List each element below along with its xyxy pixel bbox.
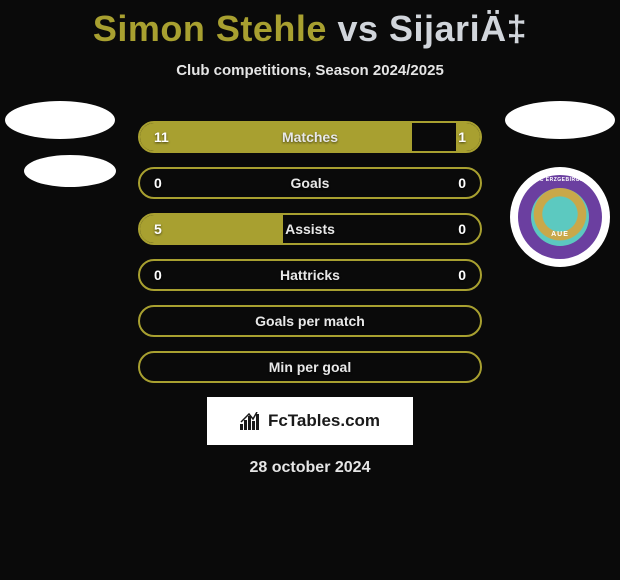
player2-side: AUE FC ERZGEBIRGE	[500, 121, 620, 267]
player1-avatar-placeholder	[5, 101, 115, 139]
stat-row: Min per goal	[138, 351, 482, 383]
subtitle: Club competitions, Season 2024/2025	[0, 62, 620, 79]
crest-text-top: FC ERZGEBIRGE	[536, 177, 584, 183]
player2-avatar-placeholder	[505, 101, 615, 139]
stat-label: Matches	[140, 123, 480, 151]
crest-text-bottom: AUE	[551, 231, 569, 238]
stat-bars: 111Matches 00Goals 50Assists 00Hattricks Goa…	[138, 121, 482, 383]
stat-label: Min per goal	[140, 353, 480, 381]
date: 28 october 2024	[0, 459, 620, 477]
player1-side	[0, 121, 120, 187]
chart-icon	[240, 412, 262, 430]
stats-area: AUE FC ERZGEBIRGE 111Matches 00Goals 50Ass…	[0, 121, 620, 383]
stat-row: Goals per match	[138, 305, 482, 337]
crest-inner: AUE	[531, 188, 589, 246]
stat-label: Goals per match	[140, 307, 480, 335]
player1-club-placeholder	[24, 155, 116, 187]
comparison-card: Simon Stehle vs SijariÄ‡ Club competitio…	[0, 0, 620, 477]
stat-label: Goals	[140, 169, 480, 197]
crest-ring: AUE FC ERZGEBIRGE	[518, 175, 602, 259]
stat-label: Assists	[140, 215, 480, 243]
stat-label: Hattricks	[140, 261, 480, 289]
stat-row: 00Goals	[138, 167, 482, 199]
vs-separator: vs	[337, 8, 378, 49]
player1-name: Simon Stehle	[93, 8, 327, 49]
player2-club-crest: AUE FC ERZGEBIRGE	[510, 167, 610, 267]
stat-row: 50Assists	[138, 213, 482, 245]
stat-row: 00Hattricks	[138, 259, 482, 291]
brand-text: FcTables.com	[268, 411, 380, 431]
page-title: Simon Stehle vs SijariÄ‡	[0, 8, 620, 50]
brand-box: FcTables.com	[207, 397, 413, 445]
player2-name: SijariÄ‡	[389, 8, 527, 49]
stat-row: 111Matches	[138, 121, 482, 153]
